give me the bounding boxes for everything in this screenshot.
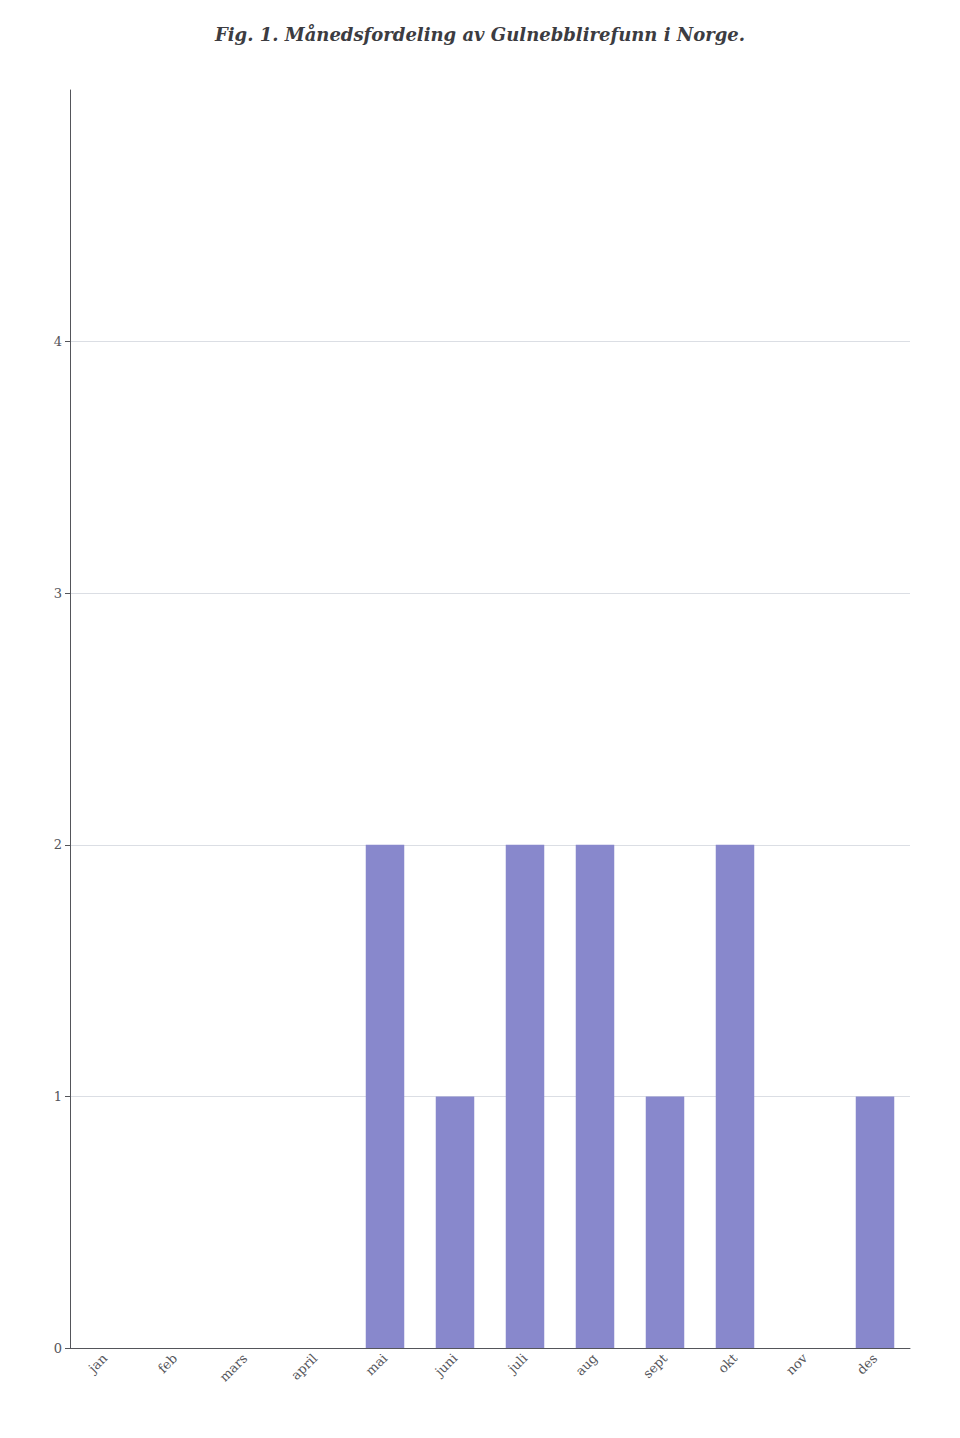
svg-text:juli: juli bbox=[504, 1351, 531, 1378]
svg-text:juni: juni bbox=[431, 1351, 461, 1381]
svg-text:mars: mars bbox=[216, 1351, 250, 1385]
svg-text:okt: okt bbox=[715, 1350, 741, 1376]
svg-text:0: 0 bbox=[54, 1341, 62, 1356]
svg-text:aug: aug bbox=[572, 1351, 600, 1379]
svg-text:3: 3 bbox=[54, 586, 62, 601]
svg-text:mai: mai bbox=[363, 1351, 391, 1379]
svg-text:april: april bbox=[288, 1351, 320, 1383]
svg-text:feb: feb bbox=[155, 1351, 180, 1376]
svg-text:2: 2 bbox=[54, 837, 62, 852]
svg-text:des: des bbox=[854, 1351, 881, 1378]
svg-text:4: 4 bbox=[54, 334, 62, 349]
svg-text:1: 1 bbox=[54, 1089, 62, 1104]
svg-text:nov: nov bbox=[783, 1350, 811, 1378]
svg-text:jan: jan bbox=[84, 1351, 110, 1377]
svg-text:Fig. 1. Månedsfordeling av Gul: Fig. 1. Månedsfordeling av Gulnebblirefu… bbox=[214, 23, 745, 45]
svg-text:sept: sept bbox=[640, 1350, 671, 1381]
